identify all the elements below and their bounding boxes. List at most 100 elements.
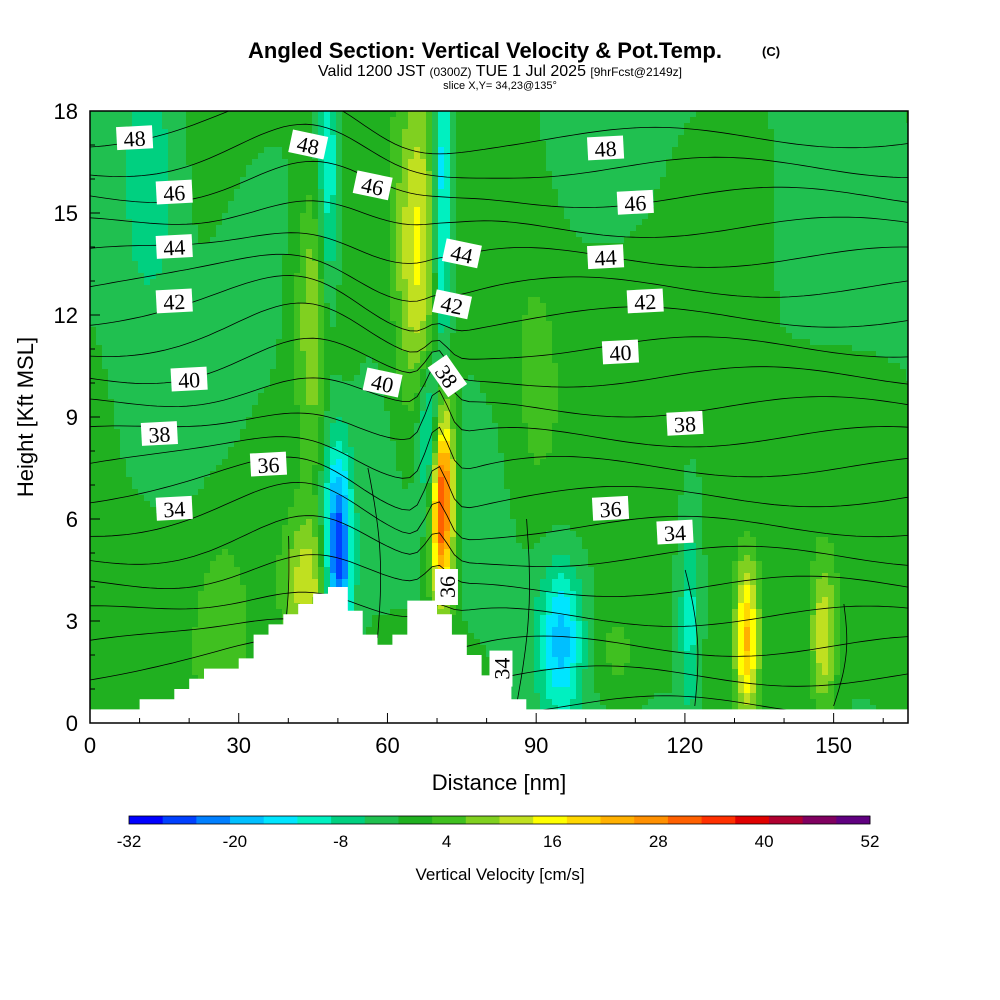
velocity-cell xyxy=(582,159,589,166)
velocity-cell xyxy=(888,321,895,328)
velocity-cell xyxy=(468,189,475,196)
velocity-cell xyxy=(690,111,697,118)
velocity-cell xyxy=(300,219,307,226)
velocity-cell xyxy=(492,309,499,316)
velocity-cell xyxy=(384,141,391,148)
velocity-cell xyxy=(108,165,115,172)
velocity-cell xyxy=(162,207,169,214)
velocity-cell xyxy=(252,249,259,256)
velocity-cell xyxy=(666,141,673,148)
velocity-cell xyxy=(546,141,553,148)
velocity-cell xyxy=(216,309,223,316)
velocity-cell xyxy=(492,147,499,154)
velocity-cell xyxy=(414,117,421,124)
velocity-cell xyxy=(192,147,199,154)
velocity-cell xyxy=(684,291,691,298)
velocity-cell xyxy=(756,315,763,322)
velocity-cell xyxy=(588,297,595,304)
velocity-cell xyxy=(114,321,121,328)
velocity-cell xyxy=(102,123,109,130)
velocity-cell xyxy=(384,261,391,268)
velocity-cell xyxy=(414,315,421,322)
velocity-cell xyxy=(372,225,379,232)
velocity-cell xyxy=(396,117,403,124)
velocity-cell xyxy=(816,297,823,304)
velocity-cell xyxy=(120,315,127,322)
velocity-cell xyxy=(756,153,763,160)
velocity-cell xyxy=(702,123,709,130)
velocity-cell xyxy=(480,303,487,310)
velocity-cell xyxy=(276,207,283,214)
velocity-cell xyxy=(906,117,908,124)
velocity-cell xyxy=(630,171,637,178)
velocity-cell xyxy=(348,171,355,178)
velocity-cell xyxy=(774,243,781,250)
velocity-cell xyxy=(642,147,649,154)
velocity-cell xyxy=(684,303,691,310)
velocity-cell xyxy=(762,135,769,142)
velocity-cell xyxy=(840,159,847,166)
velocity-cell xyxy=(504,183,511,190)
velocity-cell xyxy=(378,123,385,130)
velocity-cell xyxy=(540,291,547,298)
velocity-cell xyxy=(558,303,565,310)
velocity-cell xyxy=(318,309,325,316)
velocity-cell xyxy=(516,117,523,124)
velocity-cell xyxy=(396,213,403,220)
velocity-cell xyxy=(408,261,415,268)
velocity-cell xyxy=(318,177,325,184)
velocity-cell xyxy=(330,297,337,304)
velocity-cell xyxy=(342,183,349,190)
velocity-cell xyxy=(894,141,901,148)
velocity-cell xyxy=(870,285,877,292)
velocity-cell xyxy=(492,177,499,184)
velocity-cell xyxy=(336,285,343,292)
velocity-cell xyxy=(696,315,703,322)
velocity-cell xyxy=(822,267,829,274)
velocity-cell xyxy=(756,273,763,280)
velocity-cell xyxy=(900,273,907,280)
velocity-cell xyxy=(216,183,223,190)
velocity-cell xyxy=(90,285,97,292)
velocity-cell xyxy=(204,231,211,238)
velocity-cell xyxy=(108,309,115,316)
velocity-cell xyxy=(708,135,715,142)
velocity-cell xyxy=(204,237,211,244)
velocity-cell xyxy=(372,291,379,298)
velocity-cell xyxy=(120,291,127,298)
velocity-cell xyxy=(306,117,313,124)
velocity-cell xyxy=(882,267,889,274)
velocity-cell xyxy=(108,111,115,118)
velocity-cell xyxy=(492,255,499,262)
velocity-cell xyxy=(906,273,908,280)
velocity-cell xyxy=(630,159,637,166)
velocity-cell xyxy=(294,123,301,130)
velocity-cell xyxy=(654,117,661,124)
velocity-cell xyxy=(900,201,907,208)
velocity-cell xyxy=(126,225,133,232)
velocity-cell xyxy=(828,135,835,142)
velocity-cell xyxy=(300,111,307,118)
velocity-cell xyxy=(792,219,799,226)
velocity-cell xyxy=(702,267,709,274)
velocity-cell xyxy=(324,129,331,136)
velocity-cell xyxy=(222,177,229,184)
velocity-cell xyxy=(756,219,763,226)
velocity-cell xyxy=(864,189,871,196)
velocity-cell xyxy=(210,213,217,220)
velocity-cell xyxy=(708,243,715,250)
velocity-cell xyxy=(414,267,421,274)
velocity-cell xyxy=(294,195,301,202)
velocity-cell xyxy=(558,177,565,184)
velocity-cell xyxy=(504,225,511,232)
velocity-cell xyxy=(654,177,661,184)
velocity-cell xyxy=(150,231,157,238)
velocity-cell xyxy=(276,183,283,190)
velocity-cell xyxy=(792,309,799,316)
velocity-cell xyxy=(168,135,175,142)
velocity-cell xyxy=(858,279,865,286)
velocity-cell xyxy=(372,123,379,130)
velocity-cell xyxy=(852,135,859,142)
velocity-cell xyxy=(450,321,457,328)
velocity-cell xyxy=(162,153,169,160)
